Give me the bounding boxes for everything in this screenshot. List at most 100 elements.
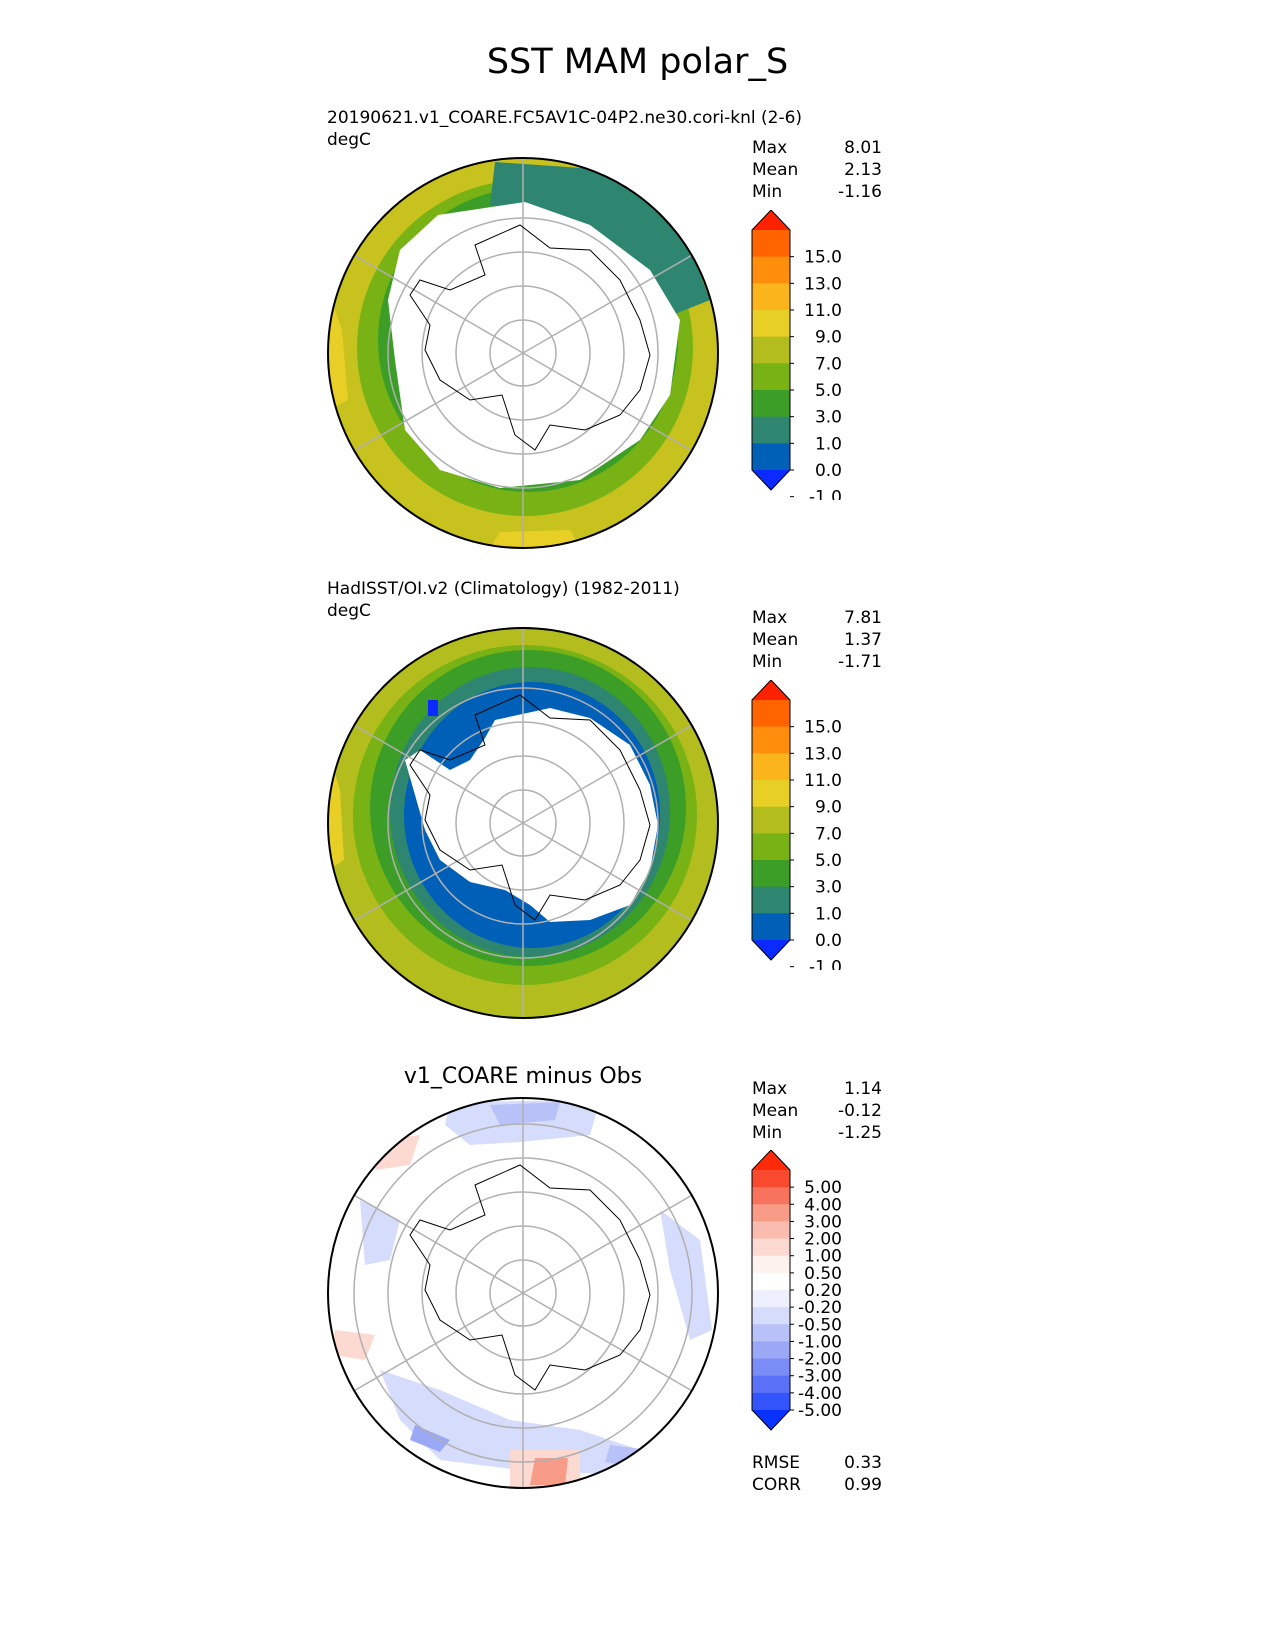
stat-row-mean: Mean 1.37: [752, 629, 882, 651]
colorbar-tick-label: -0.50: [798, 1315, 842, 1335]
colorbar-tick-label: -5.00: [798, 1401, 842, 1421]
stat-row-mean: Mean 2.13: [752, 159, 882, 181]
colorbar-swatch: [752, 1341, 790, 1360]
colorbar-tick-label: 3.0: [815, 878, 842, 898]
panel3-stats: Max 1.14 Mean -0.12 Min -1.25: [752, 1078, 882, 1144]
colorbar-extend-min: [752, 1410, 790, 1430]
colorbar-tick-label: -3.00: [798, 1367, 842, 1387]
colorbar-tick-label: 7.0: [815, 354, 842, 374]
panel2-sst-field: [328, 628, 718, 1018]
colorbar-extend-max: [752, 680, 790, 700]
colorbar-tick-label: 15.0: [804, 718, 842, 738]
band-7-9-south: [490, 530, 580, 548]
colorbar-extend-max: [752, 210, 790, 230]
colorbar-labels: 5.004.003.002.001.000.500.20-0.20-0.50-1…: [790, 1178, 842, 1421]
metric-label: CORR: [752, 1475, 801, 1495]
colorbar-swatch: [752, 1290, 790, 1308]
colorbar-swatch: [752, 780, 790, 808]
colorbar-tick-label: 0.0: [815, 931, 842, 951]
stat-label: Min: [752, 182, 783, 202]
stat-value: -0.12: [838, 1101, 882, 1121]
panel1-title: 20190621.v1_COARE.FC5AV1C-04P2.ne30.cori…: [327, 108, 803, 128]
stat-value: 2.13: [844, 160, 882, 180]
colorbar-swatch: [752, 310, 790, 338]
metric-value: 0.33: [844, 1453, 882, 1473]
diff-neg-south-core: [410, 1425, 450, 1452]
colorbar-tick-label: 1.0: [815, 904, 842, 924]
colorbar-tick-label: 0.50: [804, 1264, 842, 1284]
stat-row-max: Max 8.01: [752, 137, 882, 159]
colorbar-swatch: [752, 1375, 790, 1394]
colorbar-extend-min: [752, 940, 790, 960]
colorbar-swatch: [752, 283, 790, 311]
stat-row-max: Max 7.81: [752, 607, 882, 629]
stat-label: Max: [752, 608, 788, 628]
colorbar-tick-label: 15.0: [804, 248, 842, 268]
metric-row-corr: CORR 0.99: [752, 1474, 882, 1496]
colorbar-swatch: [752, 1255, 790, 1274]
colorbar-labels: 15.0 13.0 11.0 9.0 7.0 5.0 3.0 1.0 0.0 -1.0: [790, 248, 842, 500]
stat-value: 1.37: [844, 630, 882, 650]
stat-row-min: Min -1.71: [752, 651, 882, 673]
map-boundary: [327, 157, 719, 549]
colorbar-swatch: [752, 913, 790, 941]
colorbar-tick-label: 4.00: [804, 1195, 842, 1215]
colorbar-swatch: [752, 390, 790, 418]
colorbar-tick-label: 5.00: [804, 1178, 842, 1198]
stat-label: Min: [752, 1123, 783, 1143]
colorbar-swatch: [752, 1170, 790, 1188]
colorbar-tick-label: 9.0: [815, 328, 842, 348]
diff-neg-north-core: [490, 1102, 560, 1125]
stat-row-mean: Mean -0.12: [752, 1100, 882, 1122]
metric-label: RMSE: [752, 1453, 801, 1473]
colorbar-swatch: [752, 1358, 790, 1377]
map-boundary: [327, 627, 719, 1019]
panel1-units: degC: [327, 130, 371, 150]
colorbar-extend-min: [752, 470, 790, 490]
colorbar-swatch: [752, 700, 790, 728]
colorbar-tick-label: 5.0: [815, 381, 842, 401]
stat-value: 1.14: [844, 1079, 882, 1099]
colorbar-tick-label: -2.00: [798, 1350, 842, 1370]
metric-row-rmse: RMSE 0.33: [752, 1452, 882, 1474]
colorbar-swatch: [752, 1307, 790, 1325]
colorbar-swatch: [752, 886, 790, 914]
colorbar-swatch: [752, 1221, 790, 1240]
figure-title: SST MAM polar_S: [486, 42, 789, 82]
colorbar-swatch: [752, 1238, 790, 1257]
stat-label: Mean: [752, 160, 799, 180]
stat-value: -1.71: [838, 652, 882, 672]
colorbar-tick-label: 5.0: [815, 851, 842, 871]
stat-value: -1.16: [838, 182, 882, 202]
colorbar-tick-label: 13.0: [804, 744, 842, 764]
colorbar-swatch: [752, 860, 790, 888]
colorbar-tick-label: 1.00: [804, 1247, 842, 1267]
colorbar-tick-label: 11.0: [804, 771, 842, 791]
stat-row-min: Min -1.16: [752, 181, 882, 203]
panel2-stats: Max 7.81 Mean 1.37 Min -1.71: [752, 607, 882, 673]
colorbar-swatch: [752, 1204, 790, 1222]
panel3-metrics: RMSE 0.33 CORR 0.99: [752, 1452, 882, 1496]
antarctica-coastline: [409, 224, 651, 451]
panel2-units: degC: [327, 601, 371, 621]
colorbar-swatch: [752, 230, 790, 258]
stat-label: Max: [752, 138, 788, 158]
colorbar-tick-label: -1.0: [809, 958, 842, 970]
diff-neg-east: [660, 1210, 712, 1340]
panel3-colorbar: 5.004.003.002.001.000.500.20-0.20-0.50-1…: [751, 1150, 842, 1431]
colorbar-swatch: [752, 256, 790, 284]
colorbar-swatches: [751, 210, 791, 491]
panel2-map: [327, 627, 719, 1019]
antarctica-coastline: [409, 1164, 651, 1391]
colorbar-tick-label: 0.0: [815, 461, 842, 481]
colorbar-tick-label: 1.0: [815, 434, 842, 454]
colorbar-extend-max: [752, 1150, 790, 1170]
colorbar-tick-label: 3.00: [804, 1212, 842, 1232]
colorbar-swatch: [752, 363, 790, 391]
stat-row-max: Max 1.14: [752, 1078, 882, 1100]
colorbar-tick-label: 13.0: [804, 274, 842, 294]
colorbar-swatch: [752, 1324, 790, 1342]
colorbar-swatch: [752, 336, 790, 364]
colorbar-swatches: [751, 680, 791, 961]
colorbar-swatch: [752, 1272, 790, 1291]
